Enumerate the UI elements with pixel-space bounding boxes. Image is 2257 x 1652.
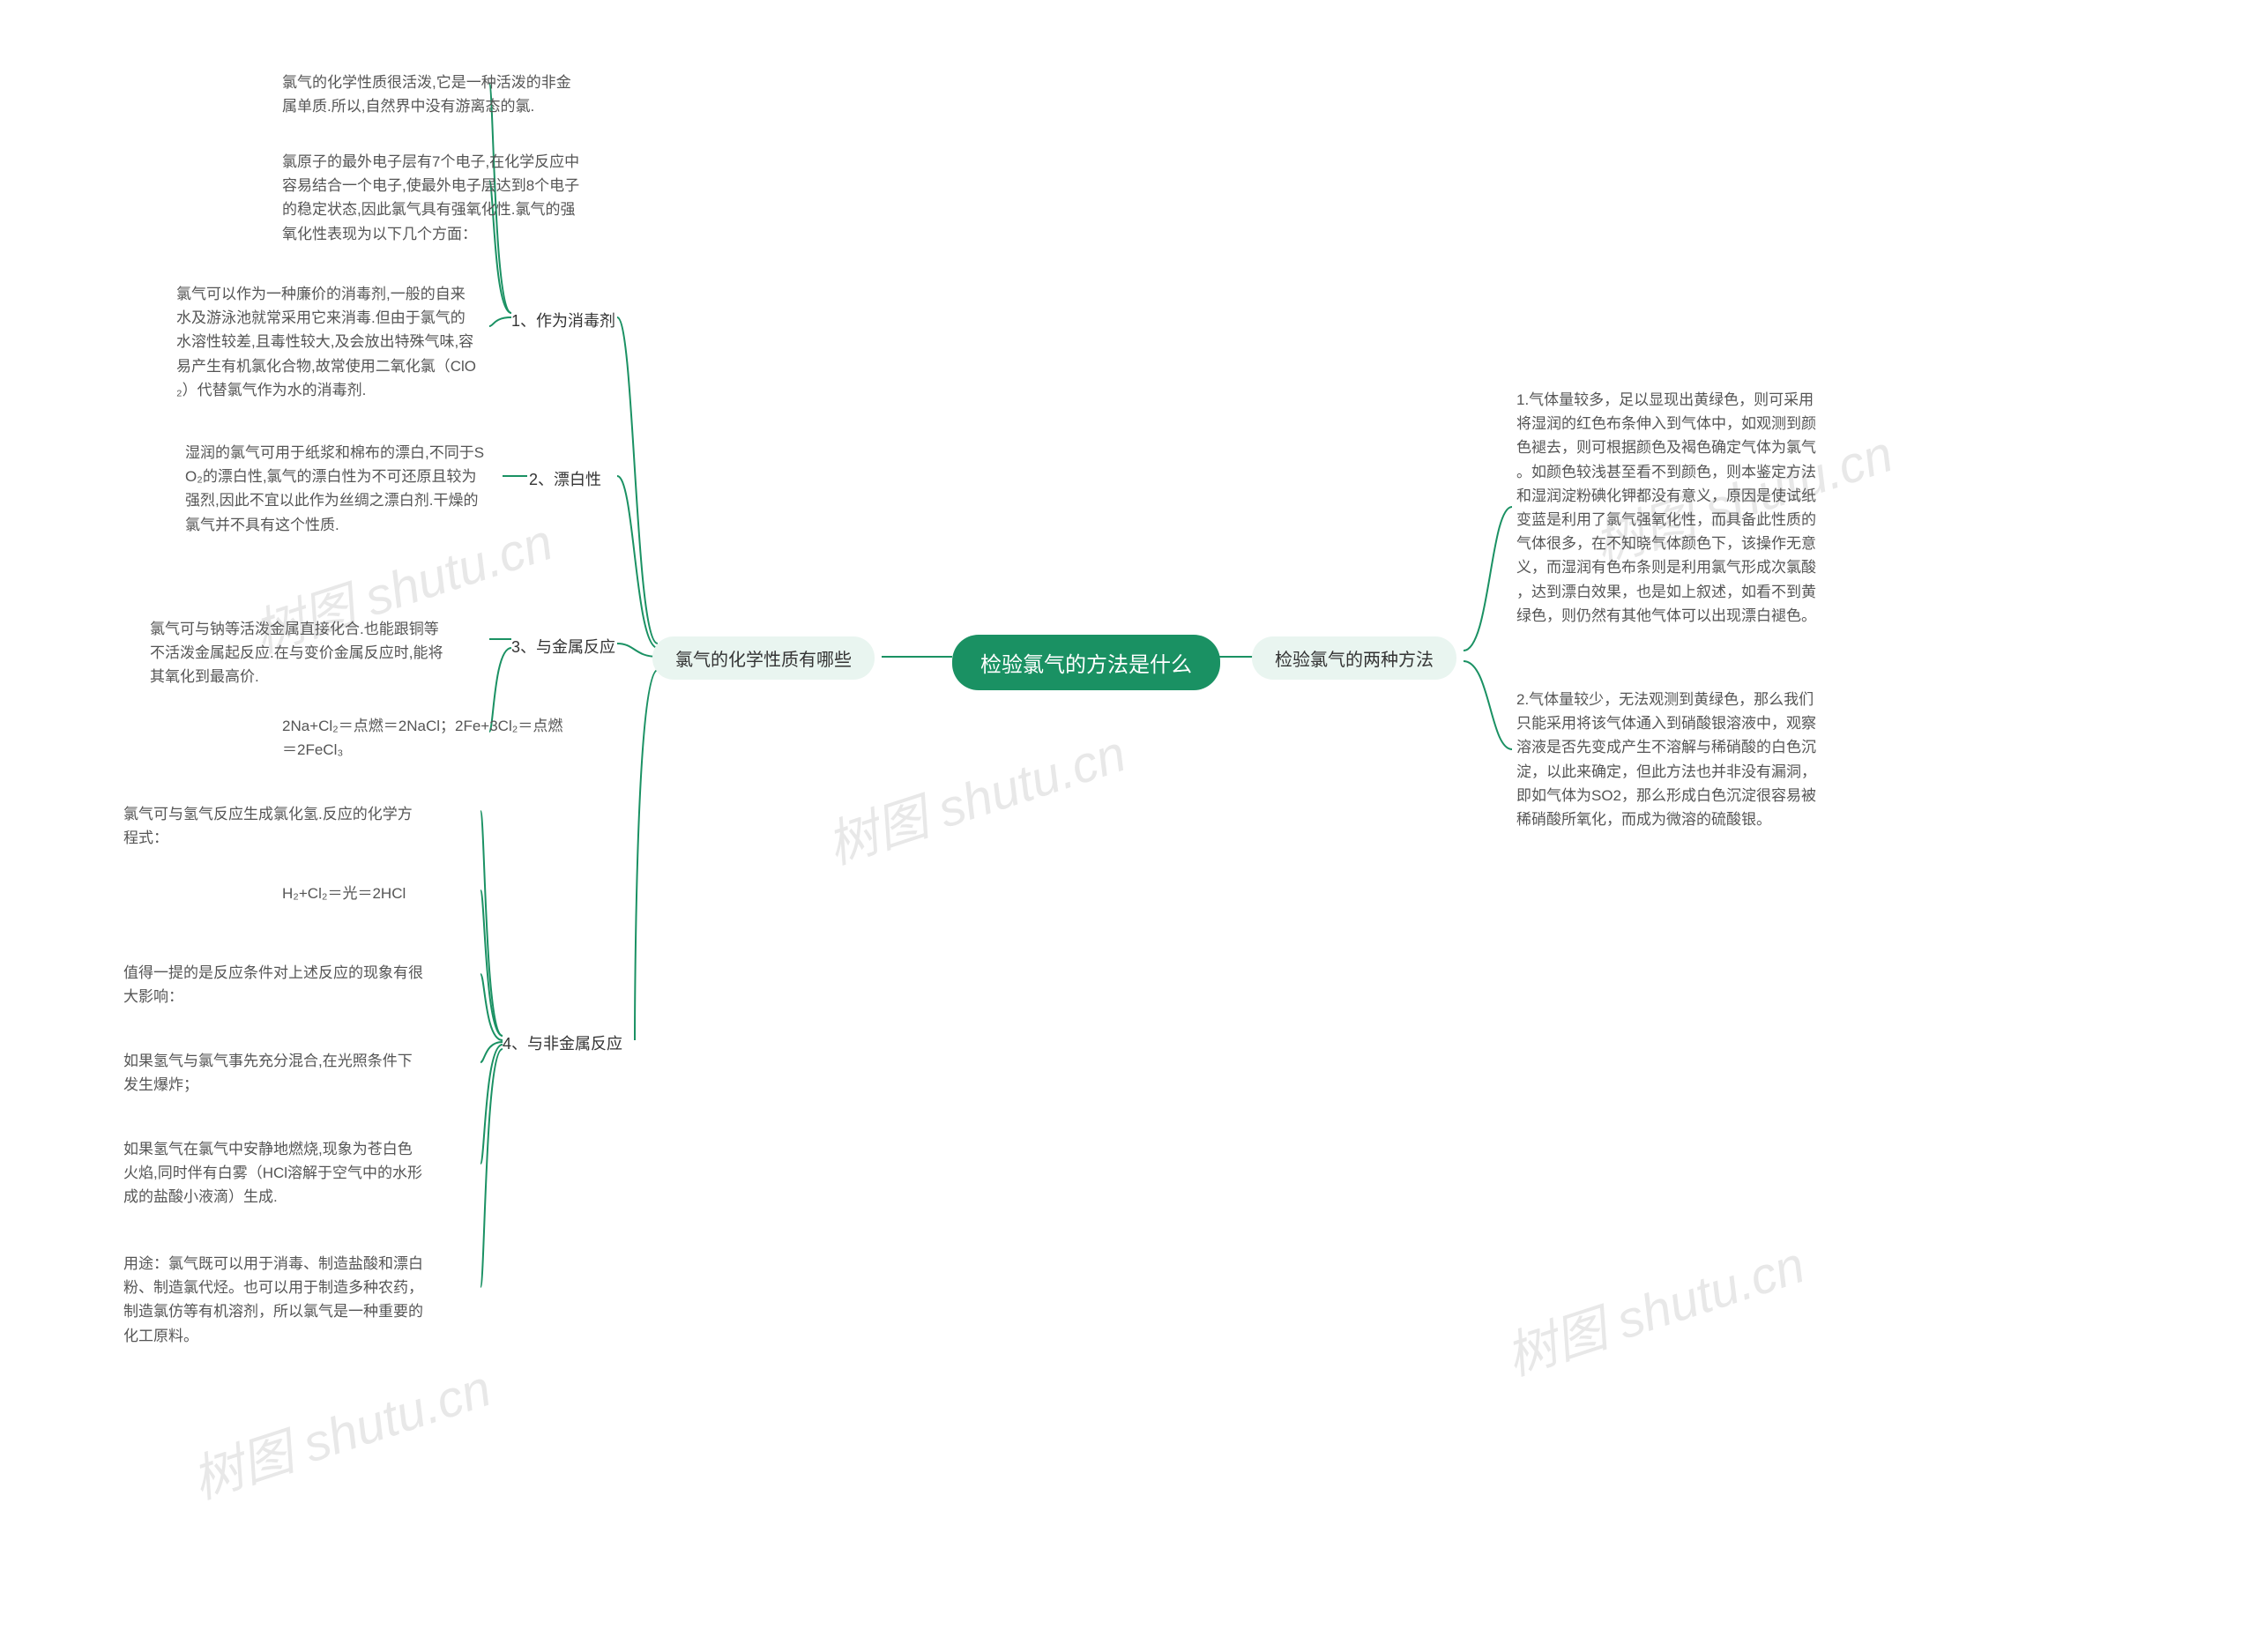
leaf-node: 用途：氯气既可以用于消毒、制造盐酸和漂白粉、制造氯代烃。也可以用于制造多种农药，… bbox=[123, 1252, 494, 1348]
leaf-node: 氯气可与氢气反应生成氯化氢.反应的化学方程式： bbox=[123, 802, 494, 850]
leaf-node: 氯气可以作为一种廉价的消毒剂,一般的自来水及游泳池就常采用它来消毒.但由于氯气的… bbox=[176, 282, 547, 402]
left-branch-node[interactable]: 氯气的化学性质有哪些 bbox=[652, 636, 875, 680]
leaf-node: 湿润的氯气可用于纸浆和棉布的漂白,不同于SO₂的漂白性,氯气的漂白性为不可还原且… bbox=[185, 441, 555, 537]
leaf-node: 氯气可与钠等活泼金属直接化合.也能跟铜等不活泼金属起反应.在与变价金属反应时,能… bbox=[150, 617, 520, 689]
leaf-node: 氯原子的最外电子层有7个电子,在化学反应中容易结合一个电子,使最外电子层达到8个… bbox=[282, 150, 652, 246]
sub-node-nonmetal[interactable]: 4、与非金属反应 bbox=[503, 1031, 622, 1054]
leaf-node: 如果氢气在氯气中安静地燃烧,现象为苍白色火焰,同时伴有白雾（HCl溶解于空气中的… bbox=[123, 1137, 494, 1209]
leaf-node: 2Na+Cl₂＝点燃＝2NaCl；2Fe+3Cl₂＝点燃＝2FeCl₃ bbox=[282, 714, 635, 762]
leaf-node: 如果氢气与氯气事先充分混合,在光照条件下发生爆炸； bbox=[123, 1049, 494, 1097]
leaf-node: 氯气的化学性质很活泼,它是一种活泼的非金属单质.所以,自然界中没有游离态的氯. bbox=[282, 71, 635, 118]
sub-node-metal[interactable]: 3、与金属反应 bbox=[511, 635, 615, 658]
watermark: 树图 shutu.cn bbox=[1495, 1224, 1813, 1389]
watermark: 树图 shutu.cn bbox=[816, 712, 1134, 878]
center-node[interactable]: 检验氯气的方法是什么 bbox=[952, 635, 1220, 690]
leaf-node: H₂+Cl₂＝光＝2HCl bbox=[282, 882, 547, 905]
leaf-node: 1.气体量较多，足以显现出黄绿色，则可采用将湿润的红色布条伸入到气体中，如观测到… bbox=[1516, 388, 1904, 628]
watermark: 树图 shutu.cn bbox=[182, 1347, 499, 1513]
leaf-node: 2.气体量较少，无法观测到黄绿色，那么我们只能采用将该气体通入到硝酸银溶液中，观… bbox=[1516, 688, 1904, 831]
right-branch-node[interactable]: 检验氯气的两种方法 bbox=[1252, 636, 1456, 680]
leaf-node: 值得一提的是反应条件对上述反应的现象有很大影响： bbox=[123, 961, 494, 1008]
